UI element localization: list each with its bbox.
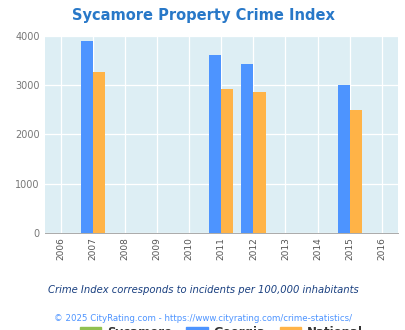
Legend: Sycamore, Georgia, National: Sycamore, Georgia, National — [75, 321, 367, 330]
Bar — [349, 110, 361, 233]
Text: Crime Index corresponds to incidents per 100,000 inhabitants: Crime Index corresponds to incidents per… — [47, 285, 358, 295]
Bar — [241, 64, 253, 233]
Bar — [93, 72, 105, 233]
Bar — [81, 41, 93, 233]
Text: © 2025 CityRating.com - https://www.cityrating.com/crime-statistics/: © 2025 CityRating.com - https://www.city… — [54, 314, 351, 323]
Text: Sycamore Property Crime Index: Sycamore Property Crime Index — [71, 8, 334, 23]
Bar — [209, 55, 221, 233]
Bar — [253, 92, 265, 233]
Bar — [221, 89, 233, 233]
Bar — [337, 85, 349, 233]
